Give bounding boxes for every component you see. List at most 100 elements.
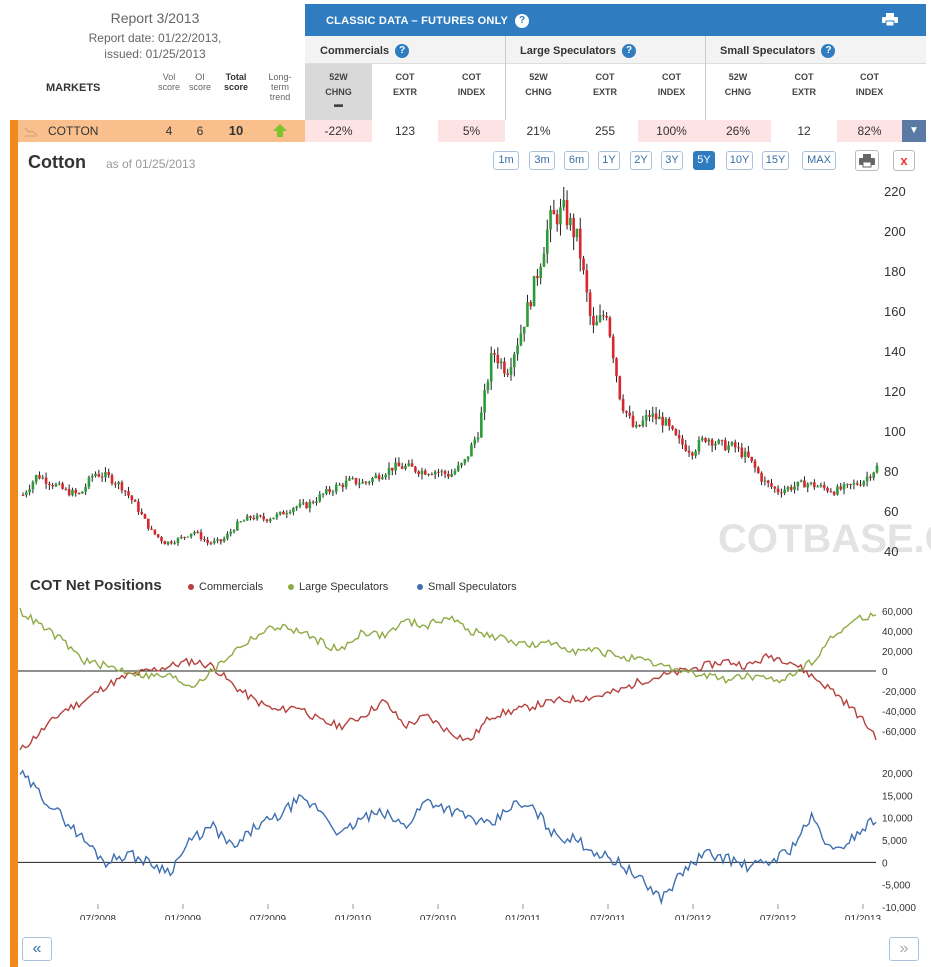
candle-body — [186, 536, 190, 538]
classic-data-bar — [305, 4, 926, 36]
print-chart-button[interactable] — [855, 150, 879, 171]
candle-body — [265, 519, 269, 522]
candle-body — [242, 520, 246, 522]
next-period-button[interactable]: » — [889, 937, 919, 961]
candle-body — [829, 491, 833, 493]
candle-body — [285, 513, 289, 515]
candle-body — [377, 475, 381, 480]
market-name[interactable]: COTTON — [48, 124, 99, 138]
candle-body — [700, 438, 704, 440]
candle-body — [453, 470, 457, 474]
trend-header-line: term — [271, 82, 289, 92]
candle-body — [634, 424, 638, 427]
total-score-header-line: Total — [225, 72, 247, 82]
candle-body — [321, 493, 325, 495]
candle-body — [456, 465, 460, 471]
range-button-max[interactable]: MAX — [802, 151, 836, 170]
close-chart-button[interactable]: x — [893, 150, 915, 171]
range-button-2y[interactable]: 2Y — [630, 151, 652, 170]
print-icon[interactable] — [882, 13, 898, 26]
help-icon[interactable]: ? — [395, 44, 410, 58]
candle-body — [203, 539, 206, 541]
market-row-cotton[interactable] — [18, 120, 305, 142]
candle-body — [384, 474, 388, 478]
candle-body — [417, 471, 420, 475]
candle-body — [875, 465, 879, 473]
sort-column-cot-extr-large[interactable]: COT EXTR — [572, 64, 638, 120]
candle-body — [216, 539, 219, 541]
price-axis-tick-label: 160 — [884, 304, 906, 319]
price-axis-tick-label: 100 — [884, 424, 906, 439]
sort-column-cot-index-commercials[interactable]: COT INDEX — [438, 64, 505, 120]
candle-body — [496, 354, 500, 364]
range-button-5y[interactable]: 5Y — [693, 151, 715, 170]
watermark-logo: COTBASE.COM — [718, 517, 931, 561]
candle-body — [532, 275, 536, 307]
candle-body — [846, 483, 849, 485]
sort-column-cot-index-large[interactable]: COT INDEX — [638, 64, 705, 120]
legend-small-speculators[interactable]: Small Speculators — [417, 581, 517, 593]
sort-column-cot-index-small[interactable]: COT INDEX — [837, 64, 902, 120]
range-button-3y[interactable]: 3Y — [661, 151, 683, 170]
cot-axis-tick-label: 60,000 — [882, 607, 913, 618]
candle-body — [447, 473, 450, 477]
cot-value-cell: 12 — [797, 124, 811, 138]
candle-body — [87, 477, 91, 487]
candle-body — [268, 519, 272, 522]
x-axis-tick-label: 01/2010 — [335, 914, 372, 920]
candle-body — [618, 376, 622, 400]
candle-body — [631, 415, 635, 427]
candle-body — [747, 451, 750, 457]
range-button-10y[interactable]: 10Y — [726, 151, 753, 170]
previous-period-button[interactable]: « — [22, 937, 52, 961]
candle-body — [193, 531, 196, 534]
candle-body — [64, 488, 68, 490]
candle-body — [869, 476, 872, 478]
legend-large-speculators[interactable]: Large Speculators — [288, 581, 388, 593]
range-button-6m[interactable]: 6m — [564, 151, 589, 170]
sort-column-52w-chng-small[interactable]: 52W CHNG — [705, 64, 771, 120]
range-button-1y[interactable]: 1Y — [598, 151, 620, 170]
candle-body — [450, 473, 453, 477]
candle-body — [486, 381, 490, 391]
help-icon[interactable]: ? — [821, 44, 836, 58]
sort-column-52w-chng-large[interactable]: 52W CHNG — [505, 64, 572, 120]
candle-body — [753, 460, 757, 468]
candle-body — [301, 502, 305, 504]
help-icon[interactable]: ? — [622, 44, 637, 58]
candle-body — [674, 429, 678, 436]
sort-column-cot-extr-small[interactable]: COT EXTR — [771, 64, 837, 120]
candle-body — [588, 292, 592, 317]
candle-body — [222, 538, 226, 542]
candle-body — [341, 484, 345, 488]
range-button-1m[interactable]: 1m — [493, 151, 519, 170]
candle-body — [325, 488, 328, 494]
chart-title: Cotton — [28, 152, 86, 172]
candle-body — [539, 266, 542, 279]
candle-body — [832, 491, 836, 495]
candle-body — [552, 210, 556, 215]
range-button-3m[interactable]: 3m — [529, 151, 555, 170]
cot-axis-tick-label: -20,000 — [882, 687, 916, 698]
candle-body — [381, 477, 384, 480]
candle-body — [423, 470, 427, 475]
candle-body — [94, 473, 97, 477]
candle-body — [578, 228, 582, 259]
print-icon — [859, 154, 875, 168]
cot-axis-tick-label: 20,000 — [882, 647, 913, 658]
sort-column-52w-chng-commercials[interactable]: 52W CHNG ▬ — [305, 64, 372, 120]
legend-dot — [288, 584, 294, 591]
candle-body — [318, 494, 322, 502]
expand-dropdown-icon[interactable]: ▼ — [902, 120, 926, 142]
candle-body — [585, 270, 589, 293]
legend-label: Commercials — [199, 581, 264, 593]
candle-body — [842, 484, 846, 490]
cot-small-axis-tick-label: 10,000 — [882, 814, 913, 825]
help-icon[interactable]: ? — [515, 14, 530, 28]
legend-commercials[interactable]: Commercials — [188, 581, 263, 593]
sort-column-cot-extr-commercials[interactable]: COT EXTR — [372, 64, 438, 120]
range-button-15y[interactable]: 15Y — [762, 151, 789, 170]
candle-body — [120, 482, 124, 491]
candle-body — [166, 541, 170, 545]
cot-small-axis-tick-label: -10,000 — [882, 903, 916, 914]
